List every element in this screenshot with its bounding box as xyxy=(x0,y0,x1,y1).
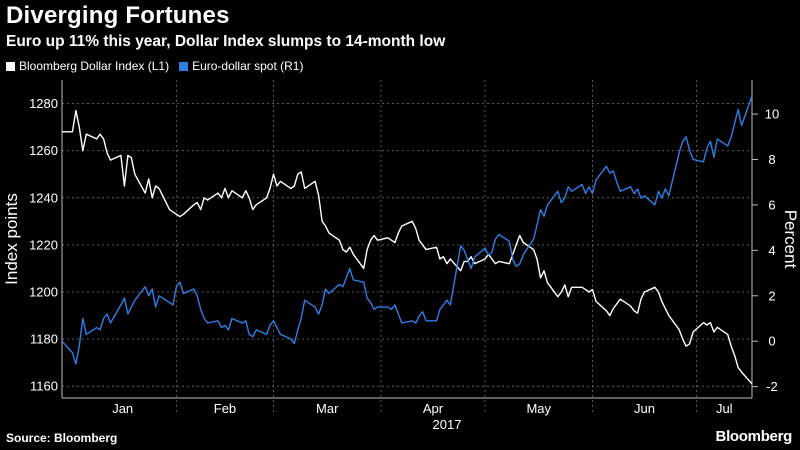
x-tick-label: Jun xyxy=(634,401,655,416)
x-tick-label: Jul xyxy=(716,401,733,416)
x-tick-label: Jan xyxy=(112,401,133,416)
bloomberg-logo: Bloomberg xyxy=(715,428,793,445)
series-line-euro-dollar xyxy=(61,95,753,365)
series-line-dollar-index xyxy=(62,109,753,385)
y-tick-label-left: 1160 xyxy=(30,379,58,394)
y-axis-title-left: Index points xyxy=(2,193,21,285)
y-tick-label-left: 1220 xyxy=(29,237,58,252)
x-tick-label: May xyxy=(526,401,551,416)
legend-item-dollar: Bloomberg Dollar Index (L1) xyxy=(6,59,169,73)
y-tick-label-left: 1180 xyxy=(30,332,58,347)
y-tick-label-left: 1260 xyxy=(29,143,58,158)
y-tick-label-left: 1240 xyxy=(29,190,58,205)
y-tick-label-right: 6 xyxy=(768,197,775,212)
legend-label-dollar: Bloomberg Dollar Index (L1) xyxy=(19,59,170,73)
x-tick-label: Apr xyxy=(423,401,444,416)
x-tick-label: Feb xyxy=(214,401,236,416)
chart-subtitle: Euro up 11% this year, Dollar Index slum… xyxy=(6,33,446,50)
y-tick-label-right: 4 xyxy=(768,243,775,258)
x-tick-label: Mar xyxy=(316,401,339,416)
legend-swatch-euro xyxy=(179,61,189,71)
y-tick-label-left: 1200 xyxy=(29,285,58,300)
x-year-label: 2017 xyxy=(433,417,462,432)
y-tick-label-right: 8 xyxy=(768,152,775,167)
legend-label-euro: Euro-dollar spot (R1) xyxy=(192,59,304,73)
y-tick-label-right: 10 xyxy=(765,107,779,122)
y-tick-label-left: 1280 xyxy=(29,96,58,111)
source-note: Source: Bloomberg xyxy=(6,431,118,445)
legend-swatch-dollar xyxy=(6,61,15,71)
y-tick-label-right: -2 xyxy=(766,379,778,394)
y-axis-title-right: Percent xyxy=(781,210,800,269)
y-tick-label-right: 2 xyxy=(768,288,775,303)
chart-title: Diverging Fortunes xyxy=(6,2,230,29)
y-tick-label-right: 0 xyxy=(768,334,775,349)
legend: Bloomberg Dollar Index (L1) Euro-dollar … xyxy=(6,59,313,73)
legend-item-euro: Euro-dollar spot (R1) xyxy=(179,59,303,73)
